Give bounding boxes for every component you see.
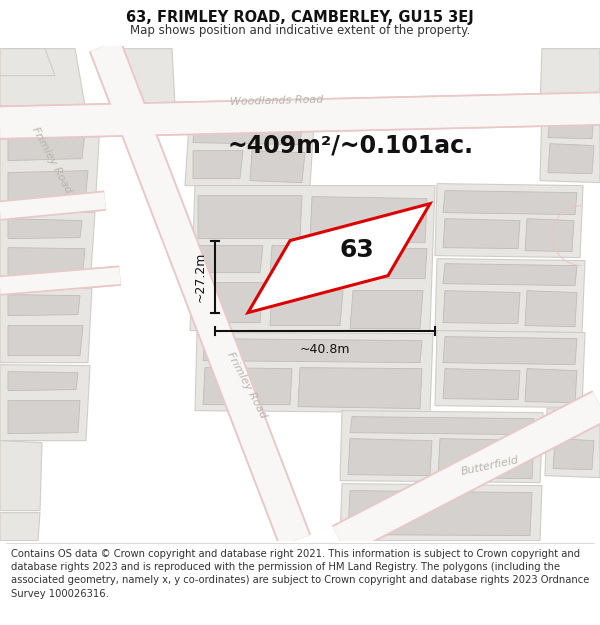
Polygon shape [8, 219, 82, 239]
Polygon shape [350, 291, 423, 329]
Polygon shape [190, 186, 435, 331]
Text: 63: 63 [340, 238, 374, 262]
Polygon shape [198, 196, 302, 239]
Text: Frimley Road: Frimley Road [226, 351, 269, 421]
Polygon shape [525, 369, 577, 402]
Polygon shape [435, 184, 583, 258]
Polygon shape [310, 197, 427, 242]
Polygon shape [525, 291, 577, 327]
Polygon shape [0, 49, 55, 76]
Polygon shape [8, 294, 80, 316]
Text: Woodlands Road: Woodlands Road [230, 94, 324, 107]
Text: Map shows position and indicative extent of the property.: Map shows position and indicative extent… [130, 24, 470, 38]
Polygon shape [435, 259, 585, 332]
Polygon shape [545, 409, 600, 478]
Polygon shape [270, 246, 347, 276]
Polygon shape [193, 151, 243, 179]
Polygon shape [8, 132, 85, 161]
Polygon shape [298, 368, 422, 409]
Polygon shape [0, 122, 100, 211]
Polygon shape [350, 417, 534, 434]
Polygon shape [8, 248, 85, 279]
Polygon shape [540, 107, 600, 182]
Polygon shape [348, 491, 532, 536]
Polygon shape [195, 332, 433, 412]
Text: Butterfield: Butterfield [460, 454, 520, 477]
Polygon shape [0, 364, 90, 441]
Polygon shape [0, 288, 92, 362]
Polygon shape [348, 439, 432, 476]
Polygon shape [548, 114, 594, 139]
Polygon shape [8, 171, 88, 202]
Polygon shape [198, 246, 263, 272]
Polygon shape [438, 439, 534, 479]
Polygon shape [185, 109, 315, 186]
Polygon shape [548, 144, 594, 174]
Polygon shape [443, 369, 520, 399]
Text: ~409m²/~0.101ac.: ~409m²/~0.101ac. [227, 134, 473, 158]
Polygon shape [443, 219, 520, 249]
Polygon shape [0, 49, 85, 106]
Text: 63, FRIMLEY ROAD, CAMBERLEY, GU15 3EJ: 63, FRIMLEY ROAD, CAMBERLEY, GU15 3EJ [126, 10, 474, 25]
Text: Contains OS data © Crown copyright and database right 2021. This information is : Contains OS data © Crown copyright and d… [11, 549, 589, 599]
Polygon shape [443, 337, 577, 364]
Polygon shape [340, 411, 543, 482]
Polygon shape [270, 291, 343, 326]
Text: ~27.2m: ~27.2m [194, 251, 207, 302]
Polygon shape [8, 372, 78, 391]
Polygon shape [435, 331, 585, 408]
Polygon shape [0, 512, 40, 541]
Polygon shape [250, 151, 305, 182]
Text: ~40.8m: ~40.8m [300, 342, 350, 356]
Polygon shape [553, 439, 594, 469]
Text: Frimley Road: Frimley Road [31, 126, 74, 196]
Polygon shape [198, 282, 263, 322]
Polygon shape [0, 441, 42, 511]
Polygon shape [340, 484, 542, 541]
Polygon shape [203, 368, 292, 404]
Polygon shape [0, 211, 95, 286]
Polygon shape [112, 49, 175, 106]
Polygon shape [443, 264, 577, 286]
Polygon shape [525, 219, 574, 252]
Polygon shape [443, 191, 577, 214]
Polygon shape [248, 204, 430, 312]
Polygon shape [203, 339, 422, 362]
Polygon shape [443, 291, 520, 324]
Polygon shape [540, 49, 600, 108]
Polygon shape [8, 326, 83, 356]
Polygon shape [350, 249, 427, 279]
Polygon shape [8, 401, 80, 434]
Polygon shape [193, 114, 303, 144]
